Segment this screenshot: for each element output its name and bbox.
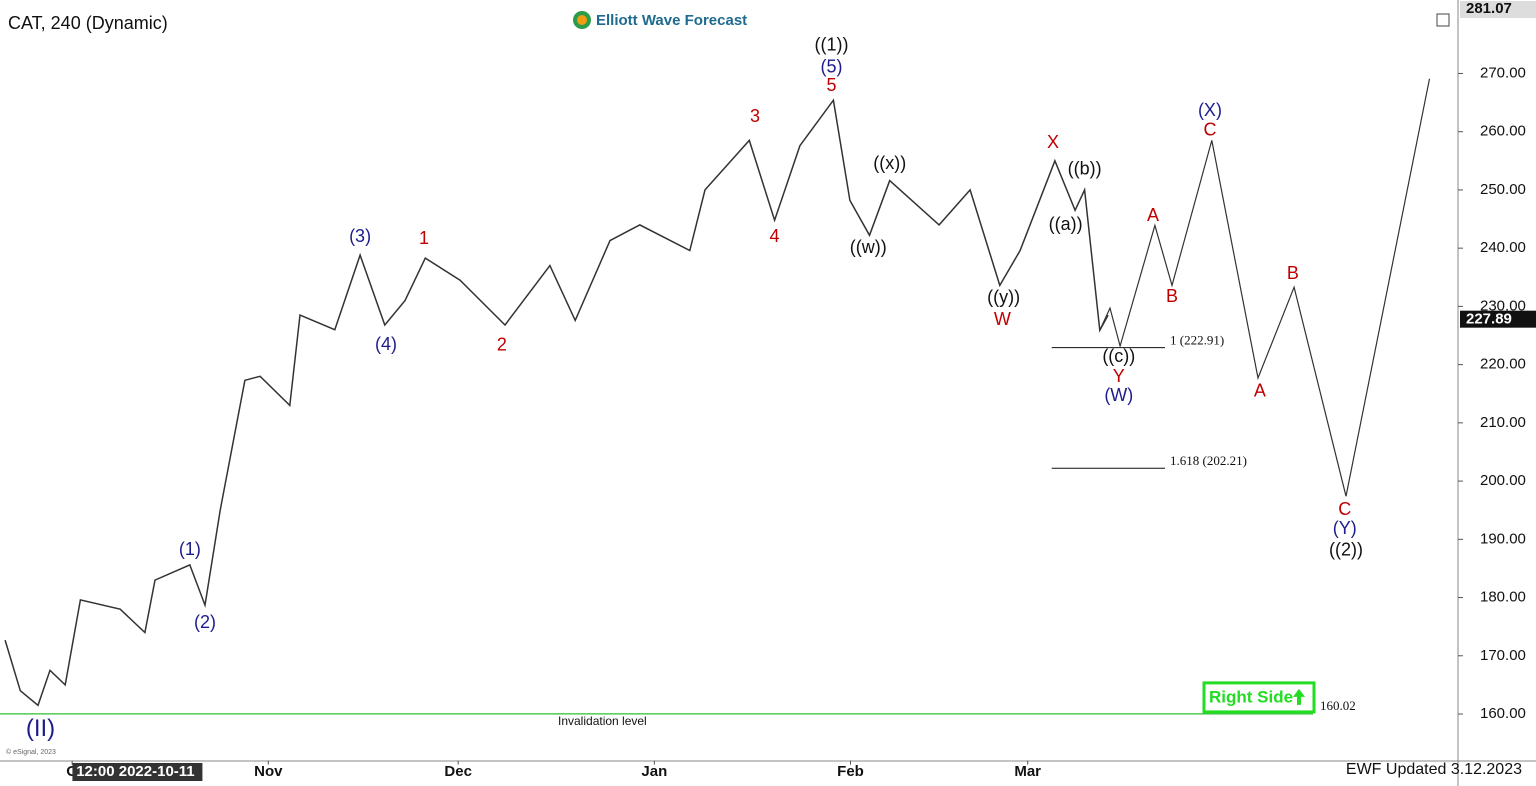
wave-label: 1 xyxy=(419,228,429,248)
settings-icon[interactable] xyxy=(1436,13,1450,27)
wave-label: ((y)) xyxy=(987,287,1020,307)
wave-label: Y xyxy=(1113,366,1125,386)
y-tick-label: 220.00 xyxy=(1480,356,1526,373)
cursor-label: 12:00 2022-10-11 xyxy=(76,763,194,780)
wave-label: (2) xyxy=(194,612,216,632)
wave-label: 2 xyxy=(497,335,507,355)
badge-arrow xyxy=(1293,688,1305,705)
cursor-box xyxy=(72,763,203,781)
wave-label: (Y) xyxy=(1333,518,1357,538)
wave-label: C xyxy=(1338,499,1351,519)
wave-label: ((x)) xyxy=(873,153,906,173)
y-tick-label: 200.00 xyxy=(1480,472,1526,489)
wave-label: (5) xyxy=(821,56,843,76)
price-line xyxy=(1099,78,1431,497)
y-tick-label: 260.00 xyxy=(1480,123,1526,140)
wave-label: 5 xyxy=(827,75,837,95)
y-tick-label: 240.00 xyxy=(1480,239,1526,256)
y-tick-label: 170.00 xyxy=(1480,647,1526,664)
wave-label: (W) xyxy=(1104,385,1133,405)
wave-label: (1) xyxy=(179,539,201,559)
copyright: © eSignal, 2023 xyxy=(6,748,56,756)
wave-label: ((w)) xyxy=(850,237,887,257)
chart-title: CAT, 240 (Dynamic) xyxy=(8,13,168,33)
x-tick-label: Mar xyxy=(1014,763,1041,780)
wave-label: ((c)) xyxy=(1102,346,1135,366)
price-line xyxy=(4,98,1109,707)
fib-label: 1 (222.91) xyxy=(1170,333,1224,348)
wave-label: A xyxy=(1254,381,1266,401)
updated-note: EWF Updated 3.12.2023 xyxy=(1346,761,1522,778)
wave-label: X xyxy=(1047,132,1059,152)
y-tick-label: 180.00 xyxy=(1480,589,1526,606)
wave-label: W xyxy=(994,309,1011,329)
x-tick-label: Feb xyxy=(837,763,864,780)
wave-label: ((a)) xyxy=(1049,214,1083,234)
badge-label: Right Side xyxy=(1209,687,1293,706)
wave-label: C xyxy=(1203,119,1216,139)
wave-label: 4 xyxy=(770,226,780,246)
badge-box xyxy=(1202,681,1316,714)
last-price-label: 227.89 xyxy=(1466,311,1512,328)
wave-label: (X) xyxy=(1198,100,1222,120)
y-tick-label: 160.00 xyxy=(1480,705,1526,722)
axis-top-box xyxy=(1460,1,1536,18)
invalidation-value: 160.02 xyxy=(1320,698,1356,713)
wave-label: (4) xyxy=(375,334,397,354)
y-tick-label: 230.00 xyxy=(1480,297,1526,314)
wave-label: ((b)) xyxy=(1068,158,1102,178)
wave-label: B xyxy=(1287,263,1299,283)
wave-label: A xyxy=(1147,205,1159,225)
x-tick-label: Jan xyxy=(641,763,667,780)
last-price-box xyxy=(1460,310,1536,328)
invalidation-label: Invalidation level xyxy=(558,714,647,728)
axis-top-label: 281.07 xyxy=(1466,0,1512,17)
fib-label: 1.618 (202.21) xyxy=(1170,453,1247,468)
x-tick-label: Nov xyxy=(254,763,283,780)
brand-name: Elliott Wave Forecast xyxy=(596,12,747,29)
wave-label: B xyxy=(1166,286,1178,306)
x-tick-label: Dec xyxy=(444,763,472,780)
wave-label: 3 xyxy=(750,106,760,126)
y-tick-label: 190.00 xyxy=(1480,530,1526,547)
wave-label: (3) xyxy=(349,226,371,246)
y-tick-label: 270.00 xyxy=(1480,64,1526,81)
y-tick-label: 250.00 xyxy=(1480,181,1526,198)
y-tick-label: 210.00 xyxy=(1480,414,1526,431)
wave-label: ((1)) xyxy=(815,34,849,54)
wave-label: (II) xyxy=(26,715,55,742)
wave-label: ((2)) xyxy=(1329,540,1363,560)
brand-logo-inner xyxy=(577,15,587,25)
